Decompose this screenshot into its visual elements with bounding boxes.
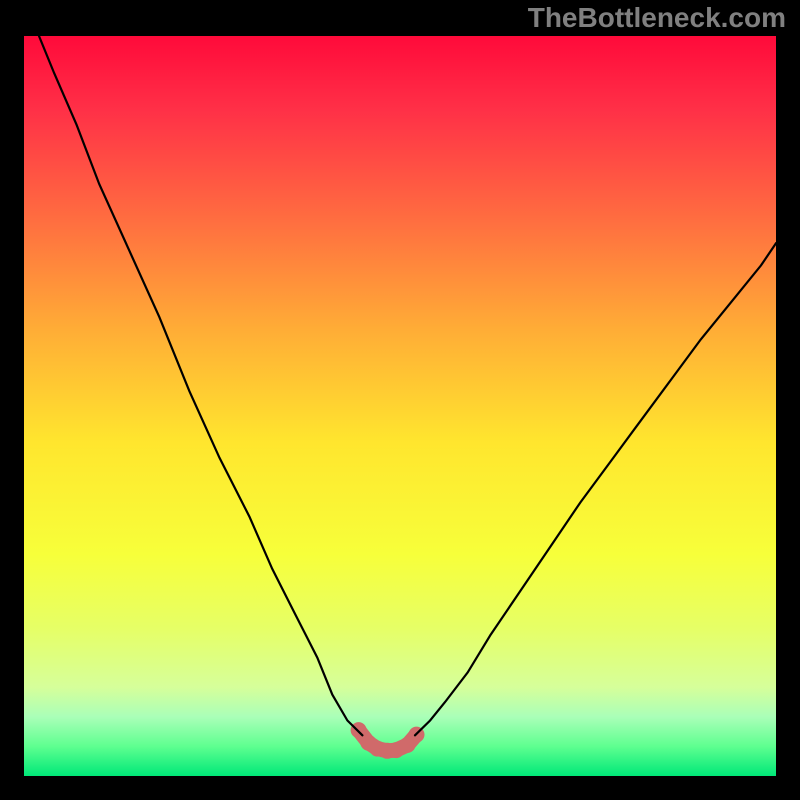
frame-right [776, 0, 800, 800]
frame-bottom [0, 776, 800, 800]
frame-left [0, 0, 24, 800]
curve-left [39, 36, 362, 735]
curve-overlay [0, 0, 800, 800]
curve-right [415, 243, 776, 735]
watermark-text: TheBottleneck.com [528, 2, 786, 34]
